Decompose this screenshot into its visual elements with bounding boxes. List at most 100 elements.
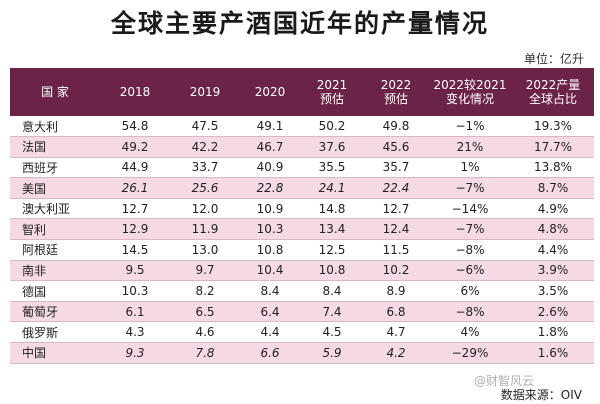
value-cell: 3.5% xyxy=(512,280,594,302)
column-header-line: 2022较2021 xyxy=(433,78,507,92)
page-title: 全球主要产酒国近年的产量情况 xyxy=(110,9,489,38)
column-header: 2019 xyxy=(170,68,240,116)
value-cell: −1% xyxy=(428,116,512,138)
column-header: 国 家 xyxy=(10,68,100,116)
value-cell: −7% xyxy=(428,177,512,199)
value-cell: 46.7 xyxy=(240,136,300,158)
value-cell: 10.4 xyxy=(240,260,300,282)
table-row: 葡萄牙 6.1 6.5 6.4 7.4 6.8 −8% 2.6% xyxy=(10,301,594,323)
table-row: 西班牙 44.9 33.7 40.9 35.5 35.7 1% 13.8% xyxy=(10,157,594,179)
value-cell: 8.2 xyxy=(170,280,240,302)
table-body: 意大利 54.8 47.5 49.1 50.2 49.8 −1% 19.3% 法国 49.2 42.… xyxy=(10,116,594,364)
value-cell: 40.9 xyxy=(240,157,300,179)
value-cell: 9.3 xyxy=(100,342,170,364)
country-cell: 阿根廷 xyxy=(10,239,100,261)
column-header-line: 2020 xyxy=(254,85,286,99)
column-header: 2022产量 全球占比 xyxy=(512,68,594,116)
column-header: 2022较2021 变化情况 xyxy=(428,68,512,116)
value-cell: 10.3 xyxy=(100,280,170,302)
value-cell: 37.6 xyxy=(300,136,364,158)
value-cell: 49.1 xyxy=(240,116,300,138)
value-cell: 22.8 xyxy=(240,177,300,199)
value-cell: 4.4% xyxy=(512,239,594,261)
value-cell: −8% xyxy=(428,301,512,323)
value-cell: 1% xyxy=(428,157,512,179)
value-cell: 35.7 xyxy=(364,157,428,179)
column-header-line: 2022 xyxy=(380,78,412,92)
value-cell: 1.6% xyxy=(512,342,594,364)
value-cell: 4.2 xyxy=(364,342,428,364)
value-cell: 12.0 xyxy=(170,198,240,220)
value-cell: 3.9% xyxy=(512,260,594,282)
value-cell: 45.6 xyxy=(364,136,428,158)
table-row: 澳大利亚 12.7 12.0 10.9 14.8 12.7 −14% 4.9% xyxy=(10,198,594,220)
value-cell: −14% xyxy=(428,198,512,220)
table-row: 美国 26.1 25.6 22.8 24.1 22.4 −7% 8.7% xyxy=(10,177,594,199)
value-cell: 13.0 xyxy=(170,239,240,261)
value-cell: 4.9% xyxy=(512,198,594,220)
table-row: 意大利 54.8 47.5 49.1 50.2 49.8 −1% 19.3% xyxy=(10,116,594,138)
source-note: 数据来源：OIV xyxy=(500,388,582,402)
column-header: 2018 xyxy=(100,68,170,116)
value-cell: 6.5 xyxy=(170,301,240,323)
column-header: 2022 预估 xyxy=(364,68,428,116)
table-row: 德国 10.3 8.2 8.4 8.4 8.9 6% 3.5% xyxy=(10,280,594,302)
value-cell: 8.7% xyxy=(512,177,594,199)
table-row: 法国 49.2 42.2 46.7 37.6 45.6 21% 17.7% xyxy=(10,136,594,158)
value-cell: 10.2 xyxy=(364,260,428,282)
value-cell: −6% xyxy=(428,260,512,282)
unit-label: 单位：亿升 xyxy=(523,52,584,66)
value-cell: 26.1 xyxy=(100,177,170,199)
table-row: 中国 9.3 7.8 6.6 5.9 4.2 −29% 1.6% xyxy=(10,342,594,364)
country-cell: 西班牙 xyxy=(10,157,100,179)
value-cell: 2.6% xyxy=(512,301,594,323)
value-cell: 6.6 xyxy=(240,342,300,364)
value-cell: 10.3 xyxy=(240,218,300,241)
value-cell: 24.1 xyxy=(300,177,364,199)
value-cell: 10.9 xyxy=(240,198,300,220)
value-cell: 49.8 xyxy=(364,116,428,138)
value-cell: 8.9 xyxy=(364,280,428,302)
country-cell: 法国 xyxy=(10,136,100,158)
value-cell: 4.8% xyxy=(512,218,594,241)
country-cell: 中国 xyxy=(10,342,100,364)
column-header: 2020 xyxy=(240,68,300,116)
column-header-line: 预估 xyxy=(319,92,344,106)
value-cell: 5.9 xyxy=(300,342,364,364)
value-cell: 50.2 xyxy=(300,116,364,138)
value-cell: 21% xyxy=(428,136,512,158)
value-cell: 4.5 xyxy=(300,321,364,344)
value-cell: 35.5 xyxy=(300,157,364,179)
table-row: 阿根廷 14.5 13.0 10.8 12.5 11.5 −8% 4.4% xyxy=(10,239,594,261)
value-cell: 12.7 xyxy=(100,198,170,220)
value-cell: 4.7 xyxy=(364,321,428,344)
value-cell: 12.4 xyxy=(364,218,428,241)
table-row: 俄罗斯 4.3 4.6 4.4 4.5 4.7 4% 1.8% xyxy=(10,321,594,344)
country-cell: 智利 xyxy=(10,218,100,241)
value-cell: 8.4 xyxy=(240,280,300,302)
value-cell: 33.7 xyxy=(170,157,240,179)
column-header-line: 国 家 xyxy=(41,85,69,99)
value-cell: 22.4 xyxy=(364,177,428,199)
value-cell: 4% xyxy=(428,321,512,344)
wine-production-table: 国 家 2018 2019 2020 2021 预估 2022 预估 2022较2021 变化情况… xyxy=(10,68,594,364)
value-cell: 47.5 xyxy=(170,116,240,138)
value-cell: 13.8% xyxy=(512,157,594,179)
value-cell: 42.2 xyxy=(170,136,240,158)
column-header-line: 2018 xyxy=(119,85,151,99)
value-cell: 4.6 xyxy=(170,321,240,344)
country-cell: 澳大利亚 xyxy=(10,198,100,220)
value-cell: 6.8 xyxy=(364,301,428,323)
column-header-line: 2019 xyxy=(189,85,221,99)
value-cell: 13.4 xyxy=(300,218,364,241)
value-cell: 1.8% xyxy=(512,321,594,344)
value-cell: 49.2 xyxy=(100,136,170,158)
value-cell: 12.5 xyxy=(300,239,364,261)
value-cell: −7% xyxy=(428,218,512,241)
country-cell: 俄罗斯 xyxy=(10,321,100,344)
country-cell: 葡萄牙 xyxy=(10,301,100,323)
value-cell: 6.4 xyxy=(240,301,300,323)
value-cell: 11.5 xyxy=(364,239,428,261)
country-cell: 德国 xyxy=(10,280,100,302)
value-cell: 17.7% xyxy=(512,136,594,158)
